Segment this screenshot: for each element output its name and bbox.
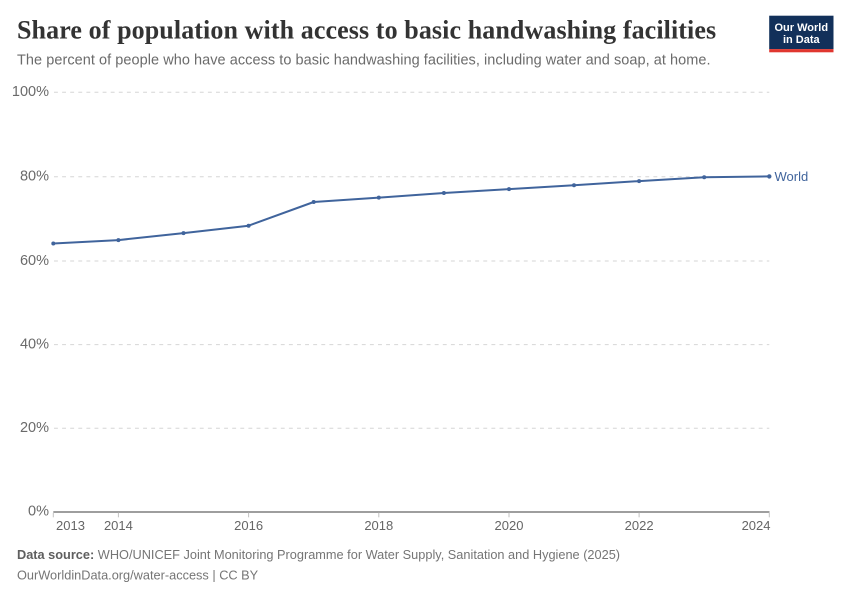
svg-text:in Data: in Data	[783, 34, 821, 46]
svg-text:80%: 80%	[20, 169, 49, 185]
svg-text:The percent of people who have: The percent of people who have access to…	[17, 53, 711, 69]
svg-text:2013: 2013	[56, 518, 85, 533]
svg-text:OurWorldinData.org/water-acces: OurWorldinData.org/water-access | CC BY	[17, 568, 259, 583]
svg-text:2014: 2014	[104, 518, 133, 533]
svg-text:2020: 2020	[495, 518, 524, 533]
svg-text:20%: 20%	[20, 420, 49, 436]
svg-text:2022: 2022	[625, 518, 654, 533]
svg-text:2024: 2024	[742, 518, 771, 533]
svg-text:World: World	[775, 169, 809, 184]
svg-text:0%: 0%	[28, 504, 49, 520]
svg-text:2016: 2016	[234, 518, 263, 533]
svg-text:100%: 100%	[12, 84, 49, 100]
svg-text:2018: 2018	[364, 518, 393, 533]
svg-text:Share of population with acces: Share of population with access to basic…	[17, 16, 716, 45]
svg-text:Data source: WHO/UNICEF Joint: Data source: WHO/UNICEF Joint Monitoring…	[17, 547, 620, 562]
svg-text:Our World: Our World	[775, 22, 829, 34]
svg-text:60%: 60%	[20, 253, 49, 269]
svg-text:40%: 40%	[20, 337, 49, 353]
